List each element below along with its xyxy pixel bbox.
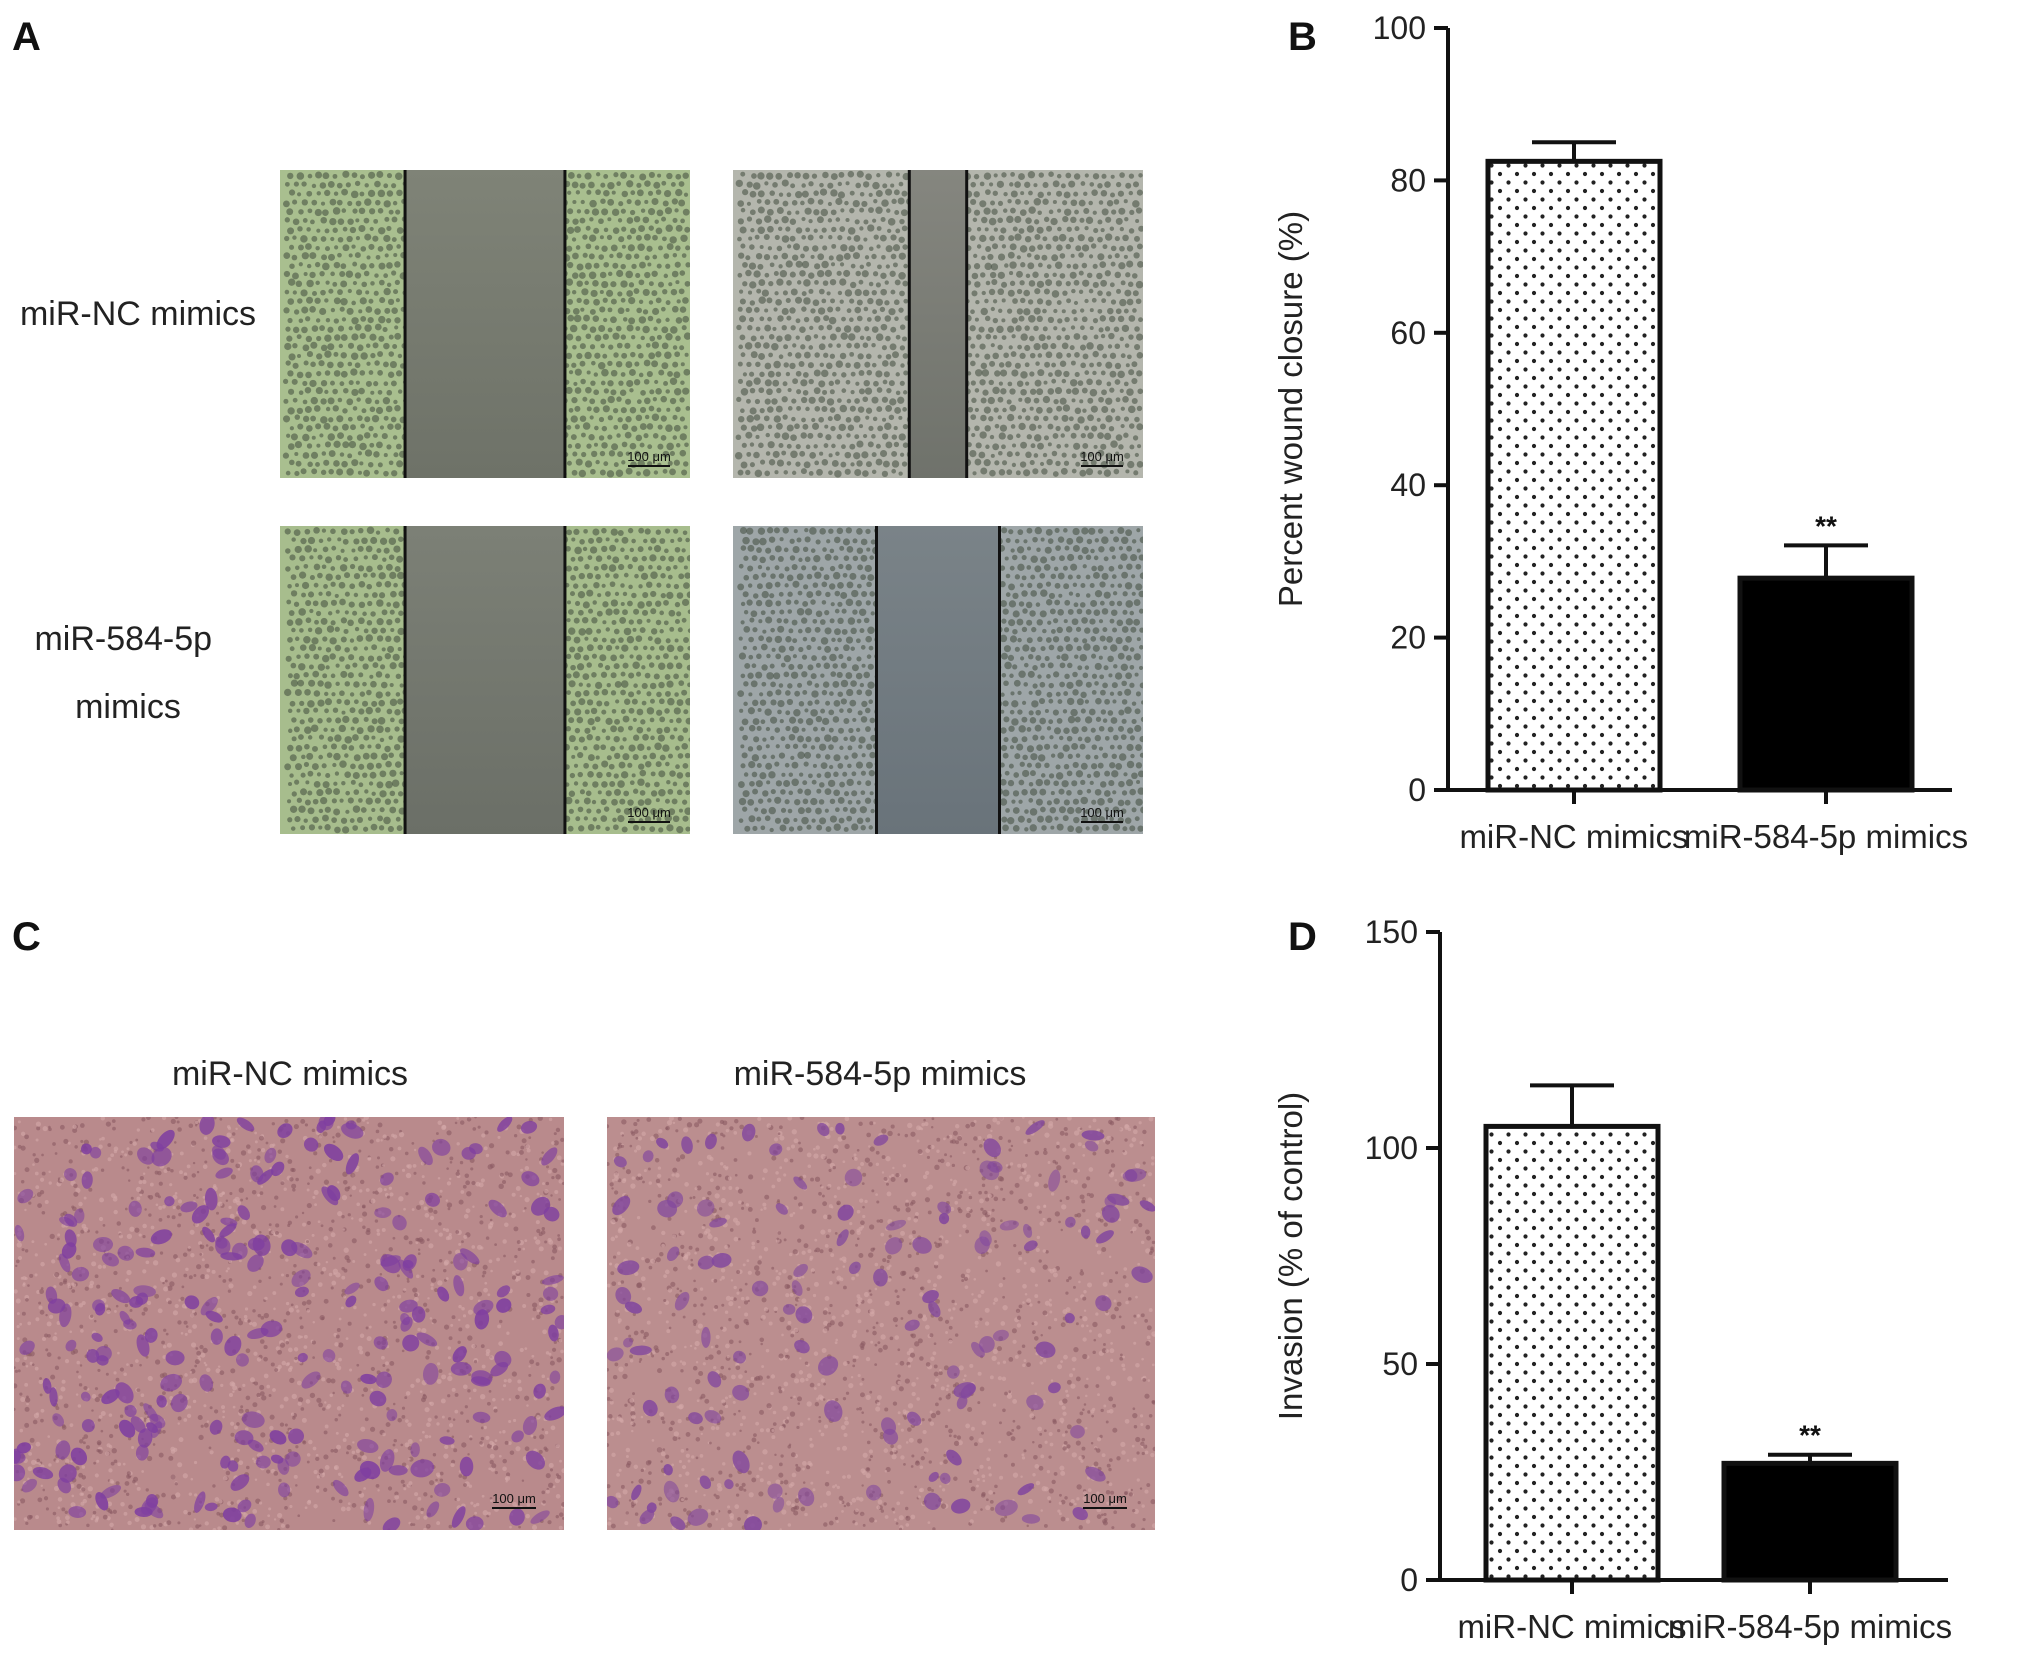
y-tick-label: 100	[1365, 1130, 1418, 1166]
panel-c: C miR-NC mimics miR-584-5p mimics 100 μm…	[5, 915, 1158, 1537]
significance-mark: **	[1799, 1420, 1821, 1451]
scratch-gap	[877, 526, 1000, 834]
category-label-2: miR-584-5p mimics	[1684, 818, 1968, 855]
column-label-1: miR-NC mimics	[172, 1055, 408, 1093]
scratch-gap	[909, 170, 966, 478]
y-tick-label: 0	[1400, 1562, 1418, 1598]
category-label-2: miR-584-5p mimics	[1668, 1608, 1952, 1645]
scratch-gap	[405, 170, 565, 478]
scale-bar-label: 100 μm	[627, 449, 671, 464]
y-tick-label: 50	[1382, 1346, 1418, 1382]
bar-1	[1486, 1126, 1658, 1580]
panel-letter-a: A	[12, 15, 41, 59]
bar-2	[1740, 578, 1912, 790]
y-axis-label: Percent wound closure (%)	[1272, 211, 1309, 607]
wound-image-grid: 100 μm 100 μm 100 μm 100 μm	[280, 170, 1147, 834]
panel-letter-b: B	[1288, 15, 1317, 59]
y-tick-label: 40	[1390, 467, 1426, 503]
wound-image-2: 100 μm	[733, 170, 1144, 478]
y-tick-label: 100	[1373, 10, 1426, 46]
y-tick-label: 20	[1390, 620, 1426, 656]
scale-bar-label: 100 μm	[492, 1491, 536, 1506]
row-label-2-line-1: miR-584-5p	[34, 620, 212, 658]
scale-bar-label: 100 μm	[1083, 1491, 1127, 1506]
scale-bar-label: 100 μm	[1080, 449, 1124, 464]
row-label-2: miR-584-5p mimics	[34, 620, 221, 726]
row-label-1: miR-NC mimics	[20, 295, 256, 333]
y-tick-label: 60	[1390, 315, 1426, 351]
scale-bar-label: 100 μm	[1080, 805, 1124, 820]
panel-letter-c: C	[12, 915, 41, 959]
wound-image-1: 100 μm	[280, 170, 691, 478]
chart-b: B 0 20 40 60 80 100 Percent wound closure (%) mi…	[1272, 10, 1968, 855]
panel-letter-d: D	[1288, 915, 1317, 959]
panel-a: A miR-NC mimics miR-584-5p mimics 100 μm…	[12, 15, 1147, 834]
y-axis-label: Invasion (% of control)	[1272, 1092, 1309, 1420]
category-label-1: miR-NC mimics	[1457, 1608, 1686, 1645]
significance-mark: **	[1815, 510, 1837, 541]
scale-bar-label: 100 μm	[627, 805, 671, 820]
y-tick-label: 0	[1408, 772, 1426, 808]
wound-image-4: 100 μm	[733, 526, 1147, 834]
bar-2	[1724, 1463, 1896, 1580]
y-tick-label: 150	[1365, 914, 1418, 950]
scratch-gap	[405, 526, 565, 834]
invasion-image-1: 100 μm	[5, 1111, 571, 1536]
row-label-1-line-1: miR-NC mimics	[20, 295, 256, 333]
wound-image-3: 100 μm	[280, 526, 693, 834]
column-label-2: miR-584-5p mimics	[734, 1055, 1027, 1093]
y-tick-label: 80	[1390, 162, 1426, 198]
invasion-image-2: 100 μm	[603, 1115, 1157, 1536]
row-label-2-line-2: mimics	[75, 688, 181, 726]
category-label-1: miR-NC mimics	[1459, 818, 1688, 855]
invasion-image-row: 100 μm 100 μm	[5, 1111, 1158, 1537]
bar-1	[1488, 161, 1660, 790]
chart-d: D 0 50 100 150 Invasion (% of control) miR-NC …	[1272, 914, 1952, 1645]
